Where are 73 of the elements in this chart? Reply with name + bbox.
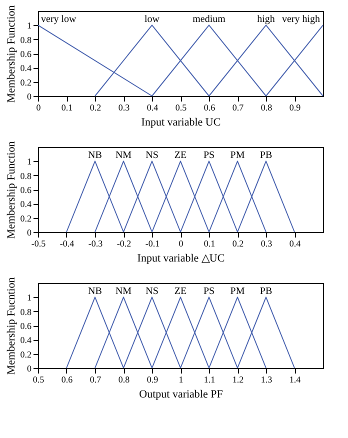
y-tick-label: 0 xyxy=(27,92,32,102)
series-label: PS xyxy=(203,150,215,162)
x-tick-label: 1.3 xyxy=(260,374,273,384)
x-tick-label: -0.2 xyxy=(116,238,132,248)
y-tick-label: 0.4 xyxy=(20,335,32,346)
series-label: very low xyxy=(41,14,78,26)
x-tick-label: -0.4 xyxy=(60,238,75,248)
x-axis-title: Input variable △UC xyxy=(137,252,225,264)
x-tick-label: -0.5 xyxy=(31,238,46,248)
y-tick-label: 0.2 xyxy=(20,349,32,360)
x-tick-label: 0.5 xyxy=(175,102,188,112)
y-tick-label: 0.2 xyxy=(20,213,32,224)
series-label: PM xyxy=(230,286,245,298)
series-label: medium xyxy=(192,14,226,26)
x-tick-label: 0.6 xyxy=(204,102,216,112)
series-label: NS xyxy=(146,150,158,162)
y-tick-label: 0 xyxy=(27,228,32,238)
series-label: high xyxy=(257,14,275,26)
x-tick-label: 0.3 xyxy=(260,238,273,248)
series-label: PB xyxy=(260,286,272,298)
x-tick-label: 1.4 xyxy=(289,374,302,384)
series-label: low xyxy=(144,14,160,26)
x-axis-title: Input variable UC xyxy=(141,116,221,128)
series-label: NB xyxy=(88,150,102,162)
x-tick-label: -0.3 xyxy=(88,238,104,248)
series-label: ZE xyxy=(174,286,187,298)
series-label: PB xyxy=(260,150,272,162)
x-tick-label: 0.6 xyxy=(61,374,74,384)
y-tick-label: 0.6 xyxy=(20,185,32,195)
series-label: ZE xyxy=(174,150,187,162)
y-tick-label: 0.8 xyxy=(20,34,32,45)
x-tick-label: -0.1 xyxy=(145,238,160,248)
x-tick-label: 0 xyxy=(36,102,42,112)
x-tick-label: 0.1 xyxy=(204,238,216,248)
y-tick-label: 1 xyxy=(27,156,32,167)
y-tick-label: 1 xyxy=(27,292,32,303)
y-tick-label: 0.6 xyxy=(20,321,32,331)
x-tick-label: 0.9 xyxy=(289,102,302,112)
x-tick-label: 1.1 xyxy=(204,374,216,384)
series-label: NM xyxy=(115,286,132,298)
y-tick-label: 0 xyxy=(27,364,32,374)
x-tick-label: 0.7 xyxy=(90,374,102,384)
y-tick-label: 0.6 xyxy=(20,49,32,59)
x-tick-label: 0.3 xyxy=(118,102,130,112)
series-label: NM xyxy=(115,150,132,162)
x-tick-label: 0.1 xyxy=(61,102,73,112)
series-label: PS xyxy=(203,286,215,298)
y-axis-title: Membership Fucntion xyxy=(5,276,18,375)
y-tick-label: 1 xyxy=(27,20,32,31)
series-label: very high xyxy=(282,14,320,26)
x-tick-label: 0.4 xyxy=(146,102,159,112)
x-tick-label: 0.5 xyxy=(32,374,45,384)
y-tick-label: 0.2 xyxy=(20,77,32,88)
series-label: NS xyxy=(146,286,158,298)
y-tick-label: 0.4 xyxy=(20,63,32,74)
x-tick-label: 1 xyxy=(178,374,184,384)
x-tick-label: 0.2 xyxy=(232,238,244,248)
y-tick-label: 0.8 xyxy=(20,170,32,181)
x-axis-title: Output variable PF xyxy=(139,388,223,400)
series-label: PM xyxy=(230,150,245,162)
x-tick-label: 0.8 xyxy=(260,102,273,112)
x-tick-label: 0 xyxy=(178,238,184,248)
y-tick-label: 0.4 xyxy=(20,199,32,210)
y-axis-title: Membership Function xyxy=(5,4,18,103)
x-tick-label: 0.8 xyxy=(118,374,130,384)
series-label: NB xyxy=(88,286,102,298)
y-tick-label: 0.8 xyxy=(20,306,32,317)
y-axis-title: Membership Function xyxy=(5,140,18,239)
x-tick-label: 1.2 xyxy=(232,374,244,384)
x-tick-label: 0.2 xyxy=(90,102,102,112)
x-tick-label: 0.4 xyxy=(289,238,302,248)
x-tick-label: 0.7 xyxy=(232,102,244,112)
x-tick-label: 0.9 xyxy=(146,374,159,384)
